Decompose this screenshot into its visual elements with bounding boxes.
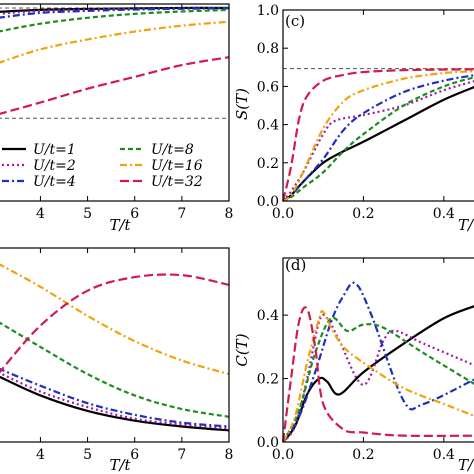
d-xlabel: T/ (458, 456, 474, 474)
series-line-ut2 (282, 80, 474, 202)
legend-label-ut2: U/t=2 (33, 158, 76, 174)
series-line-ut1 (0, 6, 230, 13)
series-line-ut4 (0, 367, 230, 428)
bl-xlabel: T/t (109, 456, 131, 474)
chart-panel-2: 0.0 0.2 0.4 0.0 0.2 0.4 0.6 0.8 1.0 (257, 3, 474, 222)
series-line-ut8 (282, 76, 474, 203)
x-tick-label: 8 (225, 447, 234, 463)
y-tick-label: 0.2 (257, 372, 279, 388)
x-tick-label: 0.2 (352, 206, 374, 222)
x-tick-label: 8 (225, 206, 234, 222)
y-tick-label: 0.4 (257, 308, 279, 324)
series-line-ut1 (0, 375, 230, 432)
series-line-ut2 (282, 313, 474, 443)
series-line-ut2 (0, 371, 230, 430)
series-line-ut4 (282, 74, 474, 202)
series-line-ut16 (282, 309, 474, 443)
plot-frame (282, 257, 474, 443)
x-tick-label: 6 (130, 447, 139, 463)
y-tick-label: 1.0 (257, 3, 279, 19)
legend-label-ut1: U/t=1 (33, 142, 76, 158)
series-line-ut16 (0, 20, 230, 64)
c-ylabel: S(T) (233, 88, 251, 120)
x-tick-label: 7 (177, 206, 186, 222)
y-tick-label: 0.6 (257, 79, 279, 95)
y-tick-label: 0.0 (257, 194, 279, 210)
series-line-ut16 (0, 263, 230, 376)
legend-label-ut16: U/t=16 (151, 158, 203, 174)
chart-panel-1: 4 5 6 7 8 (0, 3, 234, 222)
x-tick-label: 5 (83, 447, 92, 463)
legend-label-ut32: U/t=32 (151, 174, 203, 190)
x-tick-label: 4 (36, 447, 45, 463)
legend-label-ut4: U/t=4 (33, 174, 76, 190)
x-tick-label: 0.0 (272, 206, 294, 222)
legend: U/t=1U/t=2U/t=4 U/t=8U/t=16U/t=32 (2, 142, 203, 190)
x-tick-label: 4 (36, 206, 45, 222)
y-tick-label: 0.0 (257, 435, 279, 451)
series-line-ut8 (0, 8, 230, 33)
series-line-ut8 (282, 316, 474, 443)
chart-panel-3: 4 5 6 7 8 (0, 247, 234, 463)
x-tick-label: 5 (83, 206, 92, 222)
plot-frame (0, 247, 230, 443)
y-tick-label: 0.2 (257, 156, 279, 172)
chart-panel-4: 0.0 0.2 0.4 0.0 0.2 0.4 (257, 257, 474, 463)
panel-c-label: (c) (285, 12, 305, 30)
panel-d-label: (d) (285, 256, 306, 274)
series-line-ut32 (281, 68, 474, 202)
d-ylabel: C(T) (233, 333, 251, 366)
x-tick-label: 0.0 (272, 447, 294, 463)
series-line-ut16 (282, 70, 474, 202)
x-tick-label: 0.2 (352, 447, 374, 463)
y-tick-label: 0.4 (257, 118, 279, 134)
series-line-ut4 (282, 281, 474, 443)
legend-label-ut8: U/t=8 (151, 142, 194, 158)
x-tick-label: 6 (130, 206, 139, 222)
x-tick-label: 0.4 (433, 206, 455, 222)
series-line-ut32 (0, 273, 230, 374)
series-line-ut8 (0, 321, 230, 418)
series-line-ut32 (281, 306, 474, 443)
tl-xlabel: T/t (109, 216, 131, 234)
series-line-ut1 (282, 86, 474, 202)
c-xlabel: T/ (458, 216, 474, 234)
plot-frame (282, 9, 474, 202)
x-tick-label: 7 (177, 447, 186, 463)
plot-frame (0, 3, 230, 202)
x-tick-label: 0.4 (433, 447, 455, 463)
series-line-ut32 (0, 56, 230, 115)
y-tick-label: 0.8 (257, 41, 279, 57)
